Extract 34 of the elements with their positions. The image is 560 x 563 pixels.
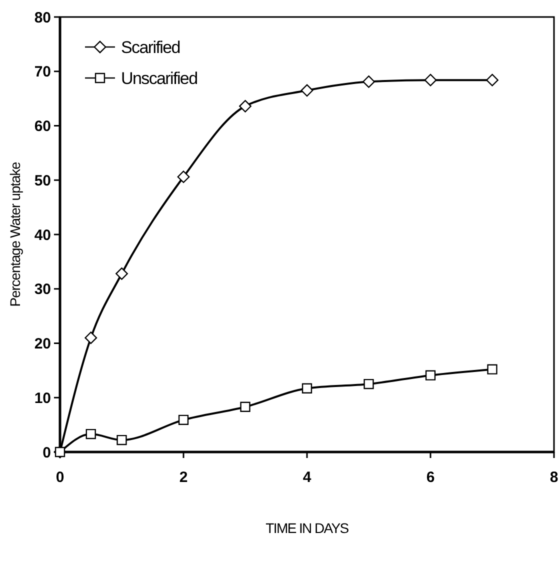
point: [362, 76, 375, 88]
y-tick-label: 80: [34, 9, 51, 26]
point: [364, 378, 374, 390]
y-tick-label: 20: [34, 336, 51, 352]
y-tick-label: 10: [34, 390, 51, 407]
y-tick-label: 70: [34, 64, 51, 81]
point: [486, 74, 498, 86]
x-axis-title: TIME IN DAYS: [266, 520, 349, 536]
point: [86, 428, 96, 440]
point: [177, 170, 190, 184]
x-tick-label: 6: [426, 469, 435, 486]
x-tick-label: 4: [302, 469, 312, 486]
point: [424, 74, 437, 86]
legend-label: Unscarified: [121, 68, 198, 88]
point: [239, 100, 252, 112]
point: [487, 364, 498, 374]
y-tick-label: 30: [34, 281, 51, 298]
point: [178, 414, 189, 425]
point: [302, 383, 312, 394]
x-tick-label: 0: [56, 469, 64, 486]
y-tick-label: 40: [34, 226, 51, 244]
point: [425, 370, 436, 380]
point: [84, 332, 98, 344]
x-tick-label: 8: [550, 469, 558, 486]
y-axis-title: Percentage Water uptake: [7, 161, 23, 307]
point: [300, 84, 314, 97]
point: [240, 402, 250, 412]
point: [116, 267, 128, 280]
y-tick-label: 0: [42, 444, 51, 462]
y-tick-label: 50: [34, 172, 51, 190]
x-tick-label: 2: [179, 469, 188, 486]
y-tick-label: 60: [34, 118, 51, 135]
point: [116, 434, 127, 446]
legend-label: Scarified: [121, 38, 180, 57]
